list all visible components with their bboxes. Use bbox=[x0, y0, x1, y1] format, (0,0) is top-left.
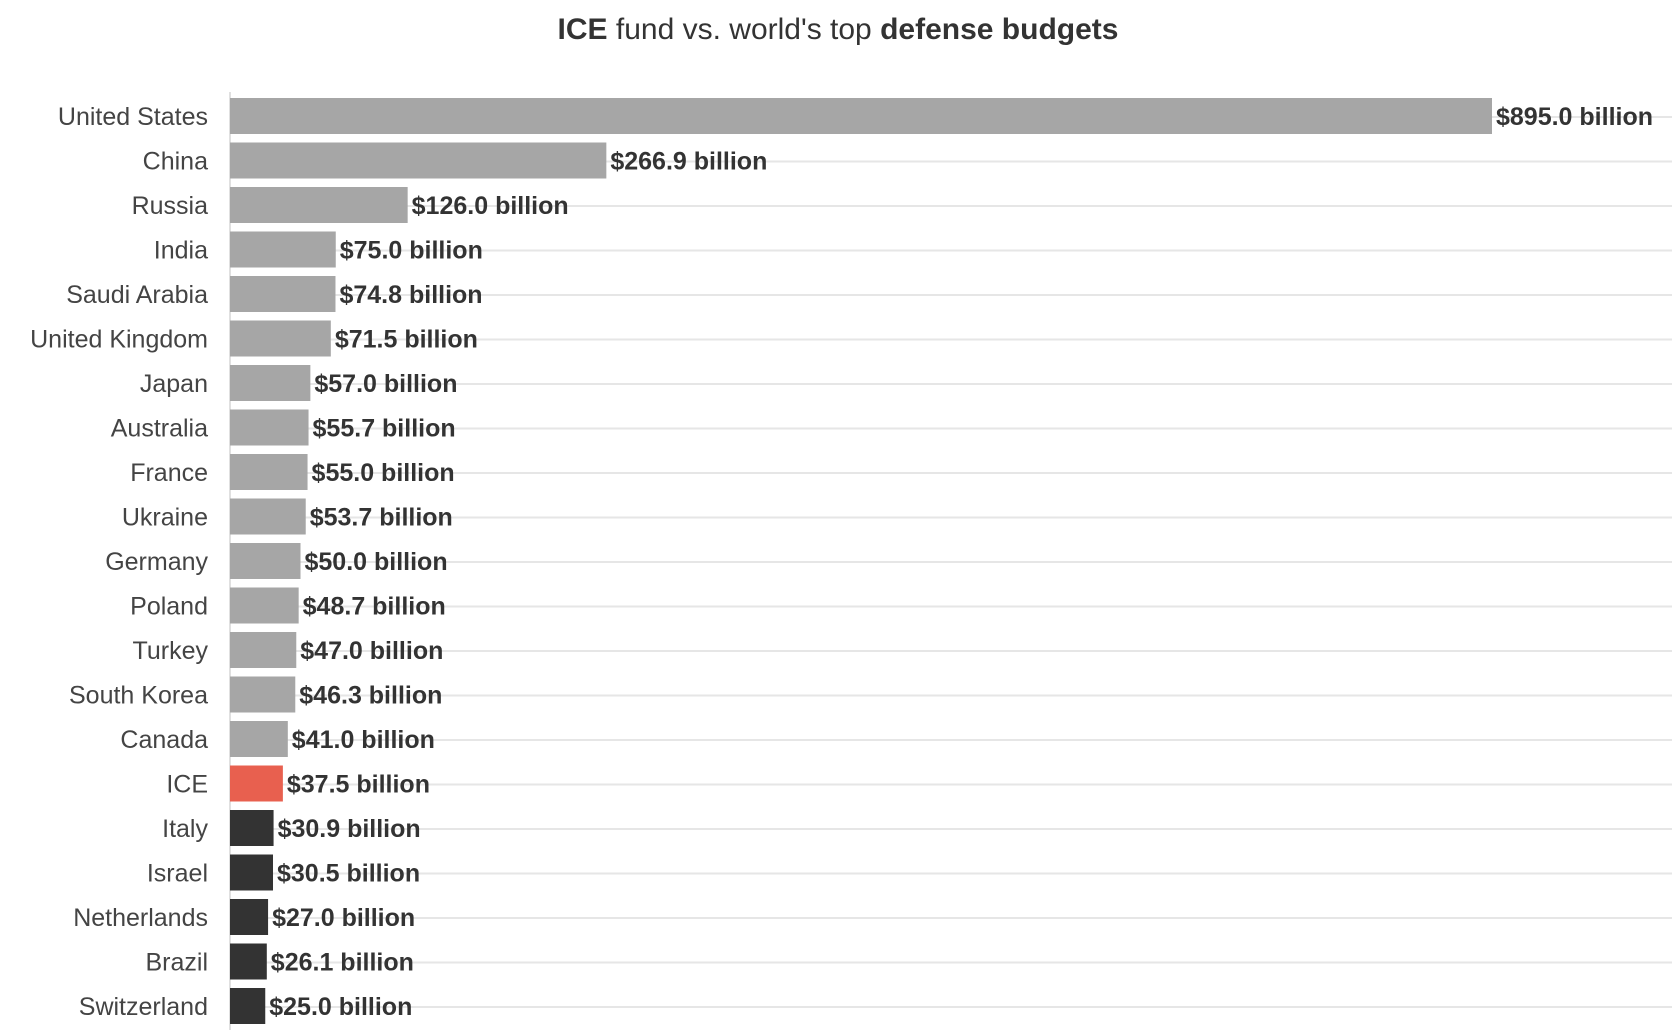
bar-switzerland bbox=[230, 988, 266, 1024]
chart-title-middle: fund vs. world's top bbox=[607, 13, 881, 46]
value-label-brazil: $26.1 billion bbox=[271, 949, 414, 977]
value-label-canada: $41.0 billion bbox=[292, 726, 435, 754]
value-label-south-korea: $46.3 billion bbox=[299, 682, 442, 710]
category-label-united-states: United States bbox=[58, 103, 208, 131]
category-label-switzerland: Switzerland bbox=[79, 993, 208, 1021]
bar-united-kingdom bbox=[230, 320, 331, 357]
value-label-switzerland: $25.0 billion bbox=[269, 993, 412, 1021]
value-label-turkey: $47.0 billion bbox=[300, 637, 443, 665]
bar-ice bbox=[230, 765, 283, 802]
category-label-germany: Germany bbox=[105, 548, 208, 576]
value-label-united-kingdom: $71.5 billion bbox=[335, 326, 478, 354]
category-label-japan: Japan bbox=[140, 370, 208, 398]
value-label-germany: $50.0 billion bbox=[305, 548, 448, 576]
bar-canada bbox=[230, 721, 288, 757]
category-label-south-korea: South Korea bbox=[69, 682, 208, 710]
chart-title-bold-ice: ICE bbox=[557, 13, 608, 46]
category-label-italy: Italy bbox=[162, 815, 208, 843]
category-label-india: India bbox=[154, 237, 208, 265]
value-label-ice: $37.5 billion bbox=[287, 771, 430, 799]
value-label-poland: $48.7 billion bbox=[303, 593, 446, 621]
bar-ukraine bbox=[230, 498, 306, 535]
category-label-netherlands: Netherlands bbox=[73, 904, 208, 932]
value-label-russia: $126.0 billion bbox=[412, 192, 569, 220]
value-label-netherlands: $27.0 billion bbox=[272, 904, 415, 932]
bar-italy bbox=[230, 810, 274, 846]
bar-japan bbox=[230, 365, 311, 401]
category-label-united-kingdom: United Kingdom bbox=[30, 326, 208, 354]
category-label-brazil: Brazil bbox=[145, 949, 208, 977]
bar-china bbox=[230, 142, 607, 179]
bar-netherlands bbox=[230, 899, 269, 935]
category-label-russia: Russia bbox=[132, 192, 209, 220]
bar-australia bbox=[230, 409, 309, 446]
bar-poland bbox=[230, 587, 299, 624]
category-label-ice: ICE bbox=[166, 771, 208, 799]
category-label-china: China bbox=[143, 148, 208, 176]
value-label-japan: $57.0 billion bbox=[314, 370, 457, 398]
category-label-ukraine: Ukraine bbox=[122, 504, 208, 532]
bar-united-states bbox=[230, 98, 1492, 134]
value-label-australia: $55.7 billion bbox=[313, 415, 456, 443]
category-label-australia: Australia bbox=[111, 415, 208, 443]
category-label-france: France bbox=[130, 459, 208, 487]
value-label-china: $266.9 billion bbox=[610, 148, 767, 176]
chart-title: ICE fund vs. world's top defense budgets bbox=[0, 10, 1676, 50]
category-label-canada: Canada bbox=[120, 726, 208, 754]
category-label-israel: Israel bbox=[147, 860, 208, 888]
bar-russia bbox=[230, 187, 408, 223]
value-label-saudi-arabia: $74.8 billion bbox=[339, 281, 482, 309]
bar-brazil bbox=[230, 943, 267, 980]
bar-saudi-arabia bbox=[230, 276, 336, 312]
bar-israel bbox=[230, 854, 274, 891]
category-label-poland: Poland bbox=[130, 593, 208, 621]
bar-turkey bbox=[230, 632, 297, 668]
value-label-ukraine: $53.7 billion bbox=[310, 504, 453, 532]
value-label-india: $75.0 billion bbox=[340, 237, 483, 265]
value-label-israel: $30.5 billion bbox=[277, 860, 420, 888]
value-label-france: $55.0 billion bbox=[312, 459, 455, 487]
bar-france bbox=[230, 454, 308, 490]
bar-south-korea bbox=[230, 676, 296, 713]
value-label-italy: $30.9 billion bbox=[278, 815, 421, 843]
category-label-turkey: Turkey bbox=[133, 637, 209, 665]
chart-title-bold-defense: defense budgets bbox=[880, 13, 1119, 46]
category-label-saudi-arabia: Saudi Arabia bbox=[66, 281, 208, 309]
value-label-united-states: $895.0 billion bbox=[1496, 103, 1653, 131]
bar-india bbox=[230, 231, 336, 268]
bar-germany bbox=[230, 543, 301, 579]
